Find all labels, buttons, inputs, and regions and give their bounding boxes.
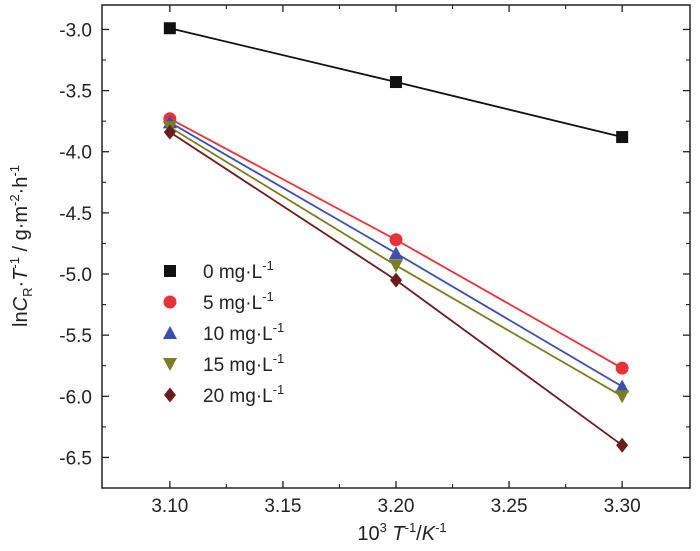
data-point xyxy=(615,379,630,393)
y-tick-label: -3.0 xyxy=(59,20,92,41)
y-tick-label: -5.5 xyxy=(59,326,92,347)
legend-item: 20 mg·L-1 xyxy=(164,382,284,407)
y-axis-label-var: C xyxy=(10,296,32,311)
y-axis-label-h-sup: -1 xyxy=(7,165,22,177)
legend-label: 10 mg·L-1 xyxy=(203,320,284,345)
legend-marker xyxy=(163,326,177,339)
x-tick-label: 3.30 xyxy=(604,496,641,517)
series-layer xyxy=(162,22,630,453)
x-axis-label-unit: K xyxy=(422,523,437,545)
legend-item: 10 mg·L-1 xyxy=(163,320,284,345)
y-tick-label: -6.0 xyxy=(59,387,92,408)
series-4 xyxy=(163,124,629,453)
data-point xyxy=(389,246,403,260)
x-tick-label: 3.25 xyxy=(491,496,528,517)
legend-marker xyxy=(164,265,176,277)
y-tick-label: -3.5 xyxy=(59,82,92,103)
x-axis-label: 103 T-1/K-1 xyxy=(357,520,446,545)
y-tick-label: -4.5 xyxy=(59,204,92,225)
legend-label: 5 mg·L-1 xyxy=(203,289,274,314)
y-tick-labels: -3.0 -3.5 -4.0 -4.5 -5.0 -5.5 -6.0 -6.5 xyxy=(59,20,92,469)
data-point xyxy=(616,437,629,453)
y-tick-label: -6.5 xyxy=(59,448,92,469)
series-0 xyxy=(163,22,629,144)
y-axis-label-var2-sup: -1 xyxy=(7,257,22,269)
y-axis-label-dot2: ·h xyxy=(10,177,32,195)
data-point xyxy=(615,390,630,404)
series-2 xyxy=(162,115,630,393)
legend-label: 0 mg·L-1 xyxy=(203,258,274,283)
legend-item: 0 mg·L-1 xyxy=(164,258,274,283)
x-axis-label-var: T xyxy=(392,523,406,545)
x-tick-label: 3.10 xyxy=(151,496,188,517)
y-axis-label-var2: T xyxy=(10,267,32,281)
x-axis-label-base: 10 xyxy=(357,523,379,545)
data-point xyxy=(616,131,629,144)
legend-label: 15 mg·L-1 xyxy=(203,351,284,376)
legend-marker xyxy=(163,295,177,309)
legend-item: 15 mg·L-1 xyxy=(163,351,284,376)
data-point xyxy=(390,76,402,89)
x-axis-label-unit-sup: -1 xyxy=(435,520,447,535)
data-point xyxy=(163,124,176,140)
y-tick-label: -5.0 xyxy=(59,265,92,286)
data-point xyxy=(389,259,403,273)
x-tick-label: 3.15 xyxy=(264,496,301,517)
y-axis-label-sep: / g·m xyxy=(10,206,32,257)
data-point xyxy=(390,272,402,288)
y-axis-label-pre: ln xyxy=(10,311,32,327)
legend-item: 5 mg·L-1 xyxy=(163,289,274,314)
y-axis-label-var-sub: R xyxy=(20,288,35,297)
data-point xyxy=(389,233,403,247)
data-point xyxy=(615,361,629,375)
y-axis-label-dot1: · xyxy=(10,281,32,288)
legend: 0 mg·L-1 5 mg·L-1 10 mg·L-1 15 mg·L-1 20 mg·… xyxy=(163,258,284,407)
legend-marker xyxy=(164,387,176,403)
plot-frame xyxy=(101,4,691,489)
x-tick-label: 3.20 xyxy=(378,496,415,517)
y-tick-label: -4.0 xyxy=(59,143,92,164)
y-axis-label: lnCR·T-1 / g·m-2·h-1 xyxy=(7,165,35,327)
x-tick-labels: 3.10 3.15 3.20 3.25 3.30 xyxy=(151,496,640,517)
x-axis-label-base-sup: 3 xyxy=(380,520,387,535)
legend-label: 20 mg·L-1 xyxy=(203,382,284,407)
legend-marker xyxy=(163,358,177,371)
x-axis-label-sep: / xyxy=(416,523,422,545)
data-point xyxy=(163,22,176,35)
x-axis-label-var-sup: -1 xyxy=(405,520,417,535)
y-axis-label-m-sup: -2 xyxy=(7,194,22,206)
